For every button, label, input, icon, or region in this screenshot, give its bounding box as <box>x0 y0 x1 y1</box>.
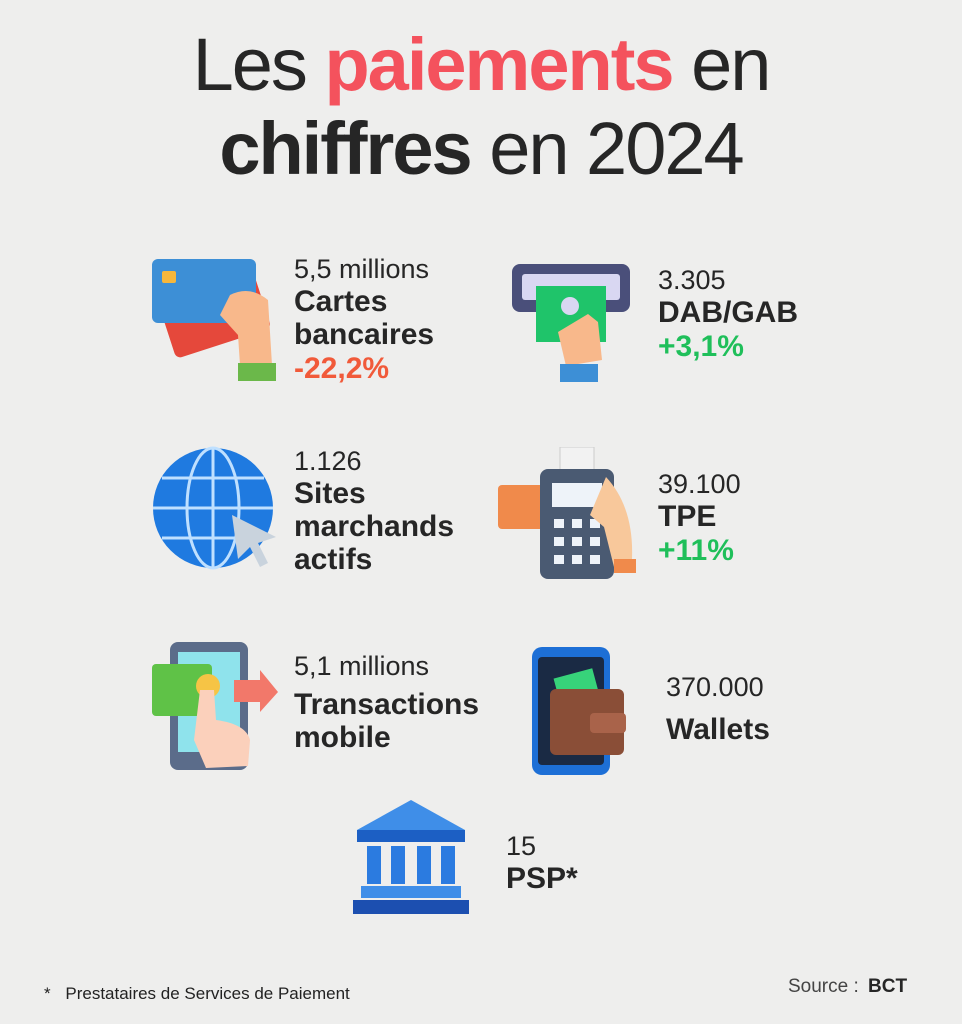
stat-label: bancaires <box>294 318 435 351</box>
atm-icon <box>512 264 630 382</box>
stat-change: +3,1% <box>658 330 744 363</box>
stat-tpe: 39.100 TPE +11% <box>658 468 741 569</box>
stat-value: 39.100 <box>658 469 741 499</box>
stat-value: 5,1 millions <box>294 651 430 681</box>
title-text: en 2024 <box>489 107 744 190</box>
stat-mobile: 5,1 millions Transactions mobile <box>294 650 479 754</box>
stat-cards: 5,5 millions Cartes bancaires -22,2% <box>294 253 434 387</box>
title-bold: chiffres <box>219 107 472 190</box>
title-accent: paiements <box>324 23 674 106</box>
wallet-icon <box>532 647 626 775</box>
bank-icon <box>353 800 469 914</box>
stat-label: actifs <box>294 543 373 576</box>
stat-websites: 1.126 Sites marchands actifs <box>294 445 454 576</box>
title-line-2: chiffres en 2024 <box>0 112 962 186</box>
credit-card-icon <box>152 259 276 381</box>
stat-value: 1.126 <box>294 446 362 476</box>
stat-label: Cartes <box>294 285 388 318</box>
stat-wallets: 370.000 Wallets <box>666 671 770 746</box>
title-text: en <box>691 23 771 106</box>
title-line-1: Les paiements en <box>0 28 962 102</box>
globe-icon <box>153 446 276 570</box>
footnote-asterisk: * <box>44 984 51 1003</box>
stat-change: +11% <box>658 534 734 567</box>
footnote-text: Prestataires de Services de Paiement <box>65 984 350 1003</box>
stat-atm: 3.305 DAB/GAB +3,1% <box>658 264 798 365</box>
source-value: BCT <box>868 976 908 997</box>
stat-psp: 15 PSP* <box>506 830 578 895</box>
stat-value: 5,5 millions <box>294 254 430 284</box>
stat-value: 370.000 <box>666 672 764 702</box>
footnote: * Prestataires de Services de Paiement <box>44 984 350 1004</box>
title-text: Les <box>192 23 308 106</box>
stat-value: 3.305 <box>658 265 726 295</box>
stat-label: Wallets <box>666 713 770 746</box>
mobile-transfer-icon <box>152 642 278 770</box>
stat-label: marchands <box>294 510 455 543</box>
source-label: Source : <box>788 976 859 997</box>
stat-label: DAB/GAB <box>658 296 798 329</box>
payment-terminal-icon <box>498 447 636 579</box>
stat-change: -22,2% <box>294 352 390 385</box>
stat-label: TPE <box>658 500 717 533</box>
source: Source : BCT <box>788 976 907 998</box>
stat-label: Sites <box>294 477 366 510</box>
stat-value: 15 <box>506 831 537 861</box>
stat-label: mobile <box>294 721 391 754</box>
stat-label: Transactions <box>294 688 480 721</box>
stat-label: PSP* <box>506 862 578 895</box>
